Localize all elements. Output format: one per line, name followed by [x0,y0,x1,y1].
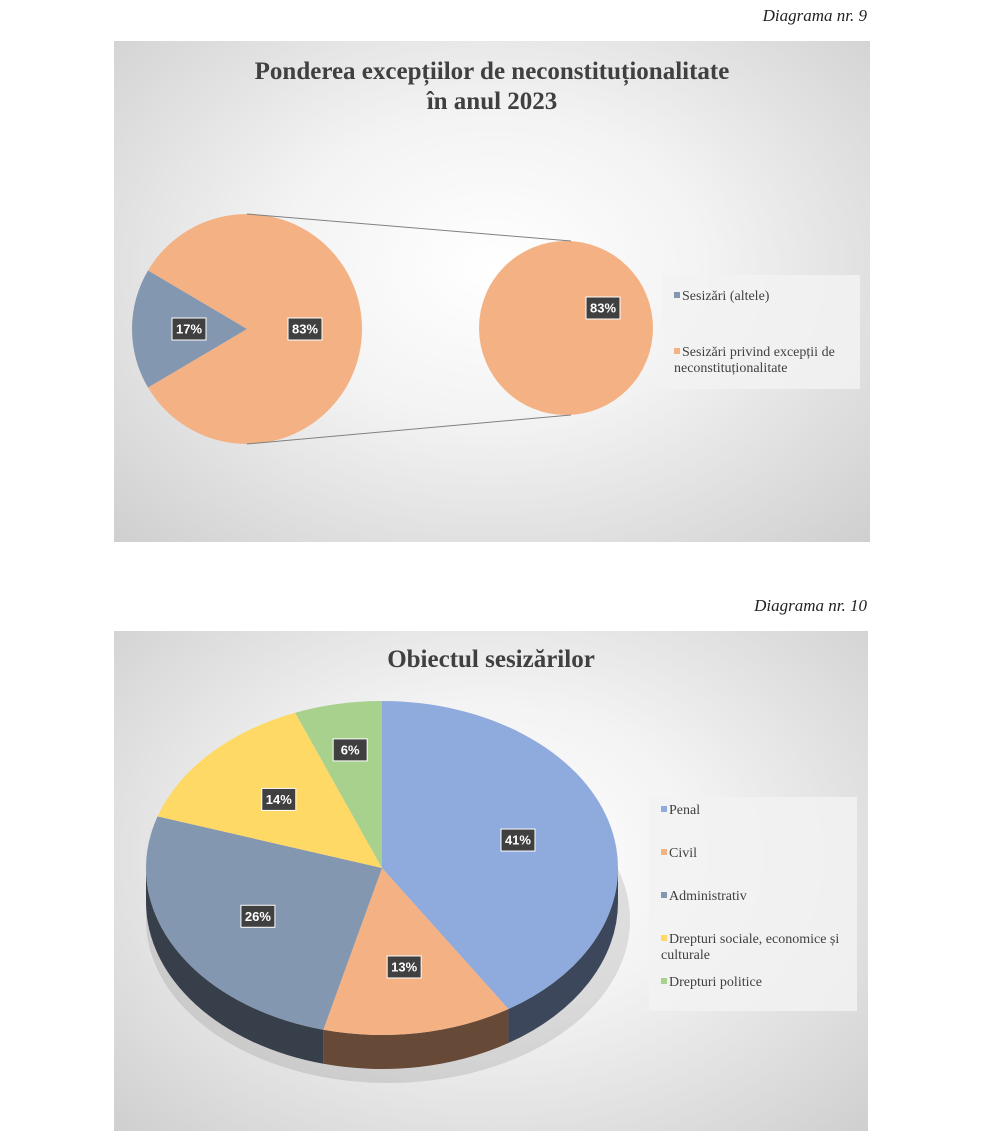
legend-swatch [661,935,667,941]
secondary-pie-slice [479,241,653,415]
legend-label: Drepturi politice [669,975,762,990]
pie-slice [323,868,509,1035]
data-label-box [261,787,297,811]
legend-swatch [661,806,667,812]
connector-line [246,414,572,445]
legend-swatch [661,892,667,898]
chart-title-line-1: Ponderea excepțiilor de neconstituțional… [254,58,730,85]
pie-slice-side [323,1009,509,1069]
data-label-box [585,296,621,320]
chart-panel-subjects: Obiectul sesizărilor 41% 13% 26% 14% 6% Pena… [114,631,868,1131]
data-label: 41% [505,833,531,848]
pie-of-pie-chart: 17% 83% 83% [132,213,653,445]
data-label: 83% [590,301,616,316]
legend-item: Administrativ [661,889,851,905]
data-label-box [287,317,323,341]
pie-slice-side [145,868,324,1064]
legend-label: Civil [669,846,698,861]
legend-item: Civil [661,846,851,862]
legend-swatch [661,978,667,984]
data-label-box [332,738,368,762]
legend-swatch [674,292,680,298]
pie-chart-3d: 41% 13% 26% 14% 6% [145,701,630,1083]
legend-item: Penal [661,803,851,819]
legend-item: Drepturi politice [661,975,851,991]
chart-title-line-2: în anul 2023 [426,88,558,115]
legend-label: Sesizări (altele) [682,289,770,304]
data-label: 13% [391,959,417,974]
data-label: 26% [245,909,271,924]
data-label-box [171,317,207,341]
legend-label: Sesizări privind excepții de neconstituț… [674,345,835,376]
diagram-caption: Diagrama nr. 9 [762,6,867,25]
pie-slice [148,214,362,445]
legend-item: Drepturi sociale, economice și culturale [661,932,851,964]
data-label-box [240,904,276,928]
pie-slice [382,701,619,1010]
legend-label: Drepturi sociale, economice și culturale [661,932,840,963]
data-label-box [386,955,422,979]
data-label-box [500,828,536,852]
data-label: 14% [266,792,292,807]
connector-line [246,213,572,242]
data-label: 83% [292,322,318,337]
chart-legend: Sesizări (altele) Sesizări privind excep… [662,275,860,389]
diagram-caption: Diagrama nr. 10 [754,596,867,615]
legend-label: Penal [669,803,701,818]
data-label: 6% [341,742,360,757]
legend-item: Sesizări privind excepții de neconstituț… [674,345,854,377]
legend-swatch [661,849,667,855]
chart-title: Obiectul sesizărilor [387,646,595,673]
chart-legend: Penal Civil Administrativ Drepturi socia… [649,797,857,1011]
pie-slice-side [508,868,618,1044]
legend-item: Sesizări (altele) [674,289,854,305]
legend-swatch [674,348,680,354]
chart-title: Ponderea excepțiilor de neconstituțional… [114,57,870,117]
data-label: 17% [176,322,202,337]
chart-panel-exceptions: Ponderea excepțiilor de neconstituțional… [114,41,870,542]
legend-label: Administrativ [669,889,747,904]
